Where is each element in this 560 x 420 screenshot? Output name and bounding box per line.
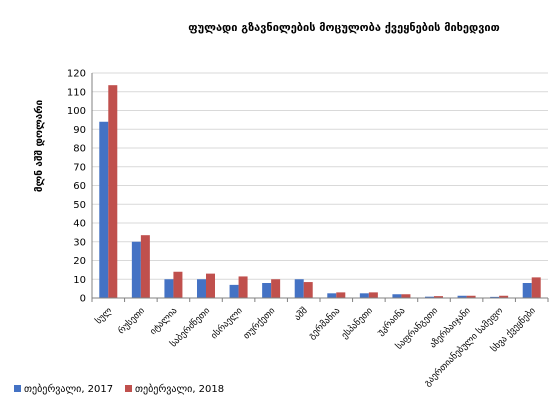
y-tick-label: 80 — [73, 144, 86, 155]
x-tick-label: სულ — [93, 305, 114, 326]
bar-2017 — [164, 279, 174, 298]
y-axis-label: მლნ აშშ დოლარი — [33, 99, 45, 192]
y-tick-label: 70 — [73, 162, 86, 173]
x-tick-label: რუსეთი — [116, 305, 147, 336]
chart-title: ფულადი გზავნილების მოცულობა ქვეყნების მი… — [188, 21, 499, 34]
bar-2018 — [303, 282, 313, 298]
bar-2017 — [457, 295, 467, 298]
bar-2018 — [336, 292, 346, 298]
bar-2017 — [327, 293, 337, 298]
x-tick-label: უკრაინა — [375, 305, 408, 338]
y-tick-label: 20 — [73, 256, 86, 267]
bar-2018 — [206, 273, 215, 298]
bar-2017 — [197, 279, 206, 298]
legend-label: თებერვალი, 2018 — [135, 383, 224, 395]
bar-2017 — [522, 283, 532, 298]
legend-swatch — [125, 385, 132, 392]
bar-2017 — [359, 293, 369, 298]
bar-2018 — [368, 292, 378, 298]
bar-2018 — [434, 296, 443, 298]
bar-2018 — [531, 277, 541, 298]
y-tick-label: 60 — [73, 181, 86, 192]
y-tick-label: 90 — [73, 125, 86, 136]
bar-2018 — [108, 85, 118, 298]
bar-2017 — [99, 121, 109, 298]
bar-2017 — [229, 284, 239, 298]
y-tick-label: 120 — [67, 69, 86, 80]
bar-2018 — [499, 295, 509, 298]
bar-2018 — [140, 235, 150, 298]
bar-2017 — [490, 296, 500, 298]
y-tick-label: 100 — [67, 106, 86, 117]
x-tick-label: იტალია — [148, 306, 179, 337]
legend-swatch — [14, 385, 21, 392]
bar-2017 — [425, 296, 434, 298]
x-tick-label: გერმანია — [306, 305, 342, 341]
bar-2018 — [271, 279, 281, 298]
bar-2018 — [173, 271, 183, 298]
bar-2018 — [238, 276, 248, 298]
bar-2017 — [392, 294, 402, 298]
legend-label: თებერვალი, 2017 — [24, 383, 113, 395]
bar-2017 — [294, 279, 304, 298]
x-tick-label: თურქეთი — [241, 305, 277, 341]
y-tick-label: 0 — [80, 294, 86, 305]
bar-2017 — [131, 241, 141, 298]
y-tick-label: 50 — [73, 200, 86, 211]
y-tick-label: 110 — [67, 87, 86, 98]
bar-2017 — [262, 283, 272, 298]
x-tick-label: ესპანეთი — [339, 305, 375, 341]
y-tick-label: 40 — [73, 219, 86, 230]
bar-2018 — [466, 295, 476, 298]
bar-2018 — [401, 294, 411, 298]
y-tick-label: 10 — [73, 275, 86, 286]
x-tick-label: ისრაელი — [209, 305, 245, 341]
y-tick-label: 30 — [73, 237, 86, 248]
x-tick-label: აშშ — [292, 305, 310, 323]
